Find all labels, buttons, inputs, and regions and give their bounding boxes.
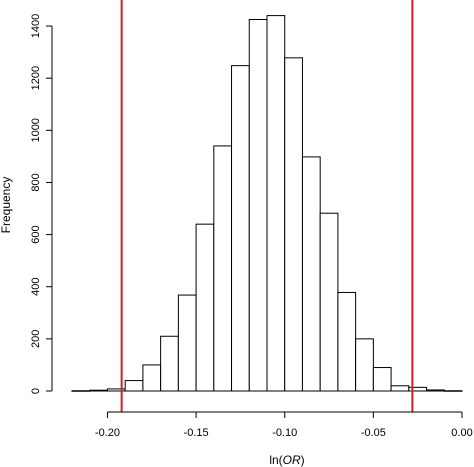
y-tick-label: 200 — [30, 330, 42, 348]
x-tick-label: -0.10 — [272, 427, 297, 439]
y-tick-label: 400 — [30, 278, 42, 296]
y-axis-title: Frequency — [0, 177, 13, 234]
x-axis-title-suffix: ) — [301, 453, 305, 467]
histogram-bar — [355, 338, 374, 392]
histogram-bar — [443, 390, 463, 392]
y-tick-label: 1000 — [30, 118, 42, 142]
histogram-bar — [301, 156, 321, 392]
y-axis: 0 200 400 600 800 1000 1200 1400 — [30, 14, 53, 394]
y-tick-label: 800 — [30, 173, 42, 191]
histogram-bar — [142, 364, 162, 392]
histogram-bar — [408, 386, 428, 392]
histogram-bar — [177, 294, 197, 392]
x-axis: -0.20 -0.15 -0.10 -0.05 0.00 — [95, 411, 473, 439]
histogram-bar — [319, 212, 339, 392]
y-tick-label: 1400 — [30, 14, 42, 38]
histogram-bar — [160, 335, 179, 392]
histogram-bar — [231, 65, 250, 392]
histogram-bar — [248, 19, 268, 392]
y-tick-label: 0 — [30, 388, 42, 394]
histogram-bar — [89, 389, 108, 392]
histogram-bar — [71, 390, 91, 392]
histogram-bar — [337, 291, 357, 392]
x-axis-title-italic: OR — [283, 453, 301, 467]
x-tick-label: -0.20 — [95, 427, 120, 439]
histogram-bar — [124, 380, 144, 392]
x-axis-title: ln(OR) — [269, 453, 304, 467]
histogram-bar — [195, 223, 215, 392]
histogram-bar — [266, 15, 286, 392]
x-tick-label: -0.05 — [361, 427, 386, 439]
histogram-bar — [426, 389, 445, 392]
y-tick-label: 1200 — [30, 66, 42, 90]
histogram-bar — [372, 367, 392, 392]
histogram-bar — [213, 145, 233, 392]
y-tick-label: 600 — [30, 225, 42, 243]
x-tick-label: 0.00 — [451, 427, 472, 439]
x-axis-title-prefix: ln( — [269, 453, 282, 467]
reference-lines — [120, 0, 414, 412]
histogram-bars — [71, 15, 463, 392]
histogram-bar — [390, 385, 410, 392]
x-tick-label: -0.15 — [184, 427, 209, 439]
histogram-bar — [284, 57, 303, 392]
